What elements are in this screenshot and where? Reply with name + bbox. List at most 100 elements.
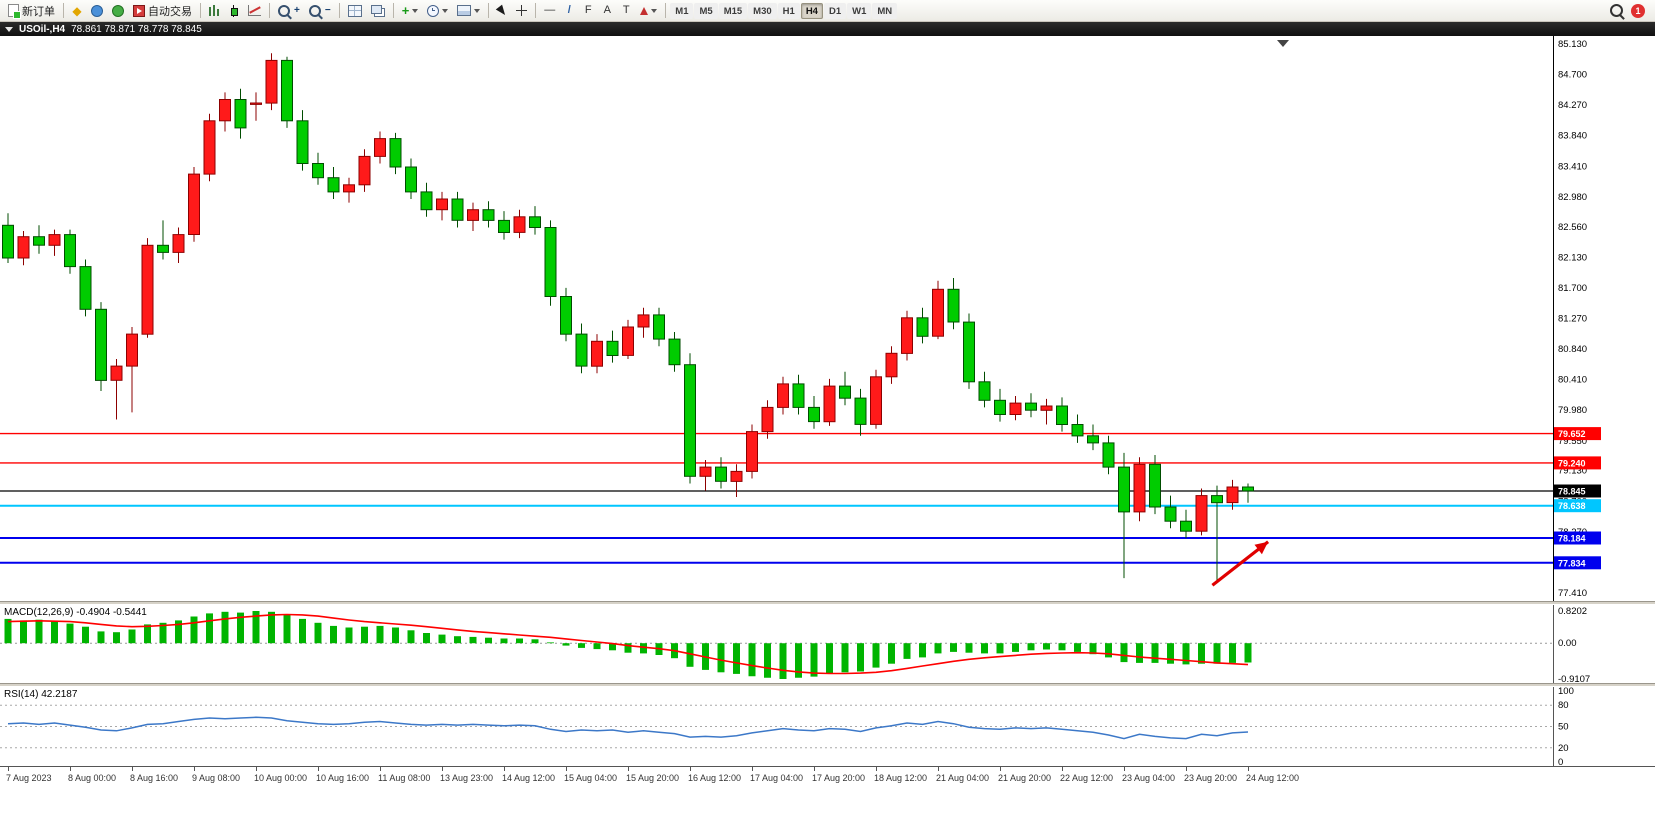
svg-text:78.184: 78.184 — [1558, 534, 1586, 544]
panel-splitter[interactable] — [0, 601, 1655, 605]
time-label: 16 Aug 12:00 — [688, 773, 742, 783]
candlestick-chart[interactable]: 85.130 84.700 84.270 83.840 83.410 82.980 82.5… — [0, 36, 1655, 601]
macd-chart[interactable]: 0.8202 0.00 -0.9107 — [0, 605, 1655, 683]
rsi-panel: RSI(14) 42.2187 100 80 50 20 0 — [0, 687, 1655, 766]
time-label: 22 Aug 12:00 — [1060, 773, 1114, 783]
candlestick-mode-button[interactable] — [225, 2, 243, 20]
time-tick — [194, 767, 195, 771]
time-tick — [938, 767, 939, 771]
zoom-in-sign: + — [294, 5, 300, 16]
chevron-down-icon — [442, 8, 449, 13]
cascade-windows-icon — [370, 4, 382, 14]
zoom-out-button[interactable]: − — [305, 2, 335, 20]
time-label: 7 Aug 2023 — [6, 773, 52, 783]
time-tick — [814, 767, 815, 771]
zoom-in-button[interactable]: + — [274, 2, 304, 20]
time-tick — [1124, 767, 1125, 771]
new-order-button[interactable]: 新订单 — [4, 2, 59, 20]
tile-windows-button[interactable] — [344, 2, 366, 20]
time-label: 17 Aug 20:00 — [812, 773, 866, 783]
tile-windows-icon — [347, 4, 362, 17]
time-tick — [132, 767, 133, 771]
chart-ohlc: 78.861 78.871 78.778 78.845 — [71, 23, 202, 35]
arrows-tool-button[interactable] — [636, 2, 661, 20]
timeframe-button-h1[interactable]: H1 — [777, 2, 800, 19]
trendline-tool-button[interactable]: / — [560, 2, 578, 20]
cursor-icon — [496, 4, 509, 17]
toolbar-separator — [200, 3, 201, 18]
toolbar-separator — [488, 3, 490, 18]
svg-text:79.240: 79.240 — [1558, 458, 1586, 468]
svg-text:82.560: 82.560 — [1558, 222, 1587, 233]
market-button[interactable]: ◆ — [68, 2, 86, 20]
time-label: 21 Aug 20:00 — [998, 773, 1052, 783]
crosshair-button[interactable] — [512, 2, 531, 20]
alerts-button[interactable] — [108, 2, 128, 20]
crosshair-icon — [516, 5, 528, 16]
timeframe-button-m5[interactable]: M5 — [694, 2, 718, 19]
svg-text:-0.9107: -0.9107 — [1558, 674, 1590, 683]
chevron-down-icon — [651, 8, 658, 13]
timeframe-button-mn[interactable]: MN — [872, 2, 898, 19]
svg-text:79.980: 79.980 — [1558, 405, 1587, 416]
panel-splitter[interactable] — [0, 683, 1655, 687]
time-label: 13 Aug 23:00 — [440, 773, 494, 783]
fibonacci-icon: F — [584, 4, 592, 16]
timeframe-button-w1[interactable]: W1 — [847, 2, 872, 19]
svg-text:80.840: 80.840 — [1558, 344, 1587, 355]
svg-text:81.700: 81.700 — [1558, 283, 1587, 294]
indicators-button[interactable]: + — [398, 2, 423, 20]
hline-tool-button[interactable]: — — [540, 2, 559, 20]
toolbar-separator — [535, 3, 537, 18]
time-tick — [504, 767, 505, 771]
periods-button[interactable] — [423, 2, 452, 20]
toolbar-separator — [665, 3, 667, 18]
user-icon — [91, 4, 103, 17]
time-axis[interactable]: 7 Aug 2023 8 Aug 00:00 8 Aug 16:00 9 Aug 08… — [0, 766, 1655, 789]
time-label: 23 Aug 04:00 — [1122, 773, 1176, 783]
timeframe-button-h4[interactable]: H4 — [800, 2, 823, 19]
rsi-chart[interactable]: 100 80 50 20 0 — [0, 687, 1655, 766]
time-tick — [8, 767, 9, 771]
label-tool-button[interactable]: T — [617, 2, 635, 20]
chevron-down-icon — [474, 8, 481, 13]
timeframe-button-d1[interactable]: D1 — [823, 2, 847, 19]
time-tick — [256, 767, 257, 771]
timeframe-button-m15[interactable]: M15 — [718, 2, 748, 19]
svg-text:0.8202: 0.8202 — [1558, 606, 1587, 617]
auto-trading-button[interactable]: 自动交易 — [129, 2, 196, 20]
line-chart-button[interactable] — [244, 2, 265, 20]
chevron-down-icon — [412, 8, 419, 13]
timeframe-button-m30[interactable]: M30 — [748, 2, 777, 19]
arrow-tool-icon — [640, 6, 649, 15]
svg-text:78.845: 78.845 — [1558, 487, 1586, 497]
templates-button[interactable] — [453, 2, 484, 20]
time-tick — [1000, 767, 1001, 771]
svg-text:78.638: 78.638 — [1558, 501, 1586, 511]
timeframe-button-m1[interactable]: M1 — [670, 2, 694, 19]
new-order-icon — [8, 4, 21, 19]
accounts-button[interactable] — [87, 2, 107, 20]
time-tick — [752, 767, 753, 771]
svg-text:77.410: 77.410 — [1558, 588, 1587, 599]
toolbar: 新订单 ◆ 自动交易 + − + — / F A T M1 M5 M — [0, 0, 1655, 22]
toolbar-separator — [338, 3, 340, 18]
cascade-windows-button[interactable] — [367, 2, 389, 20]
bar-chart-button[interactable] — [205, 2, 224, 20]
svg-text:0: 0 — [1558, 757, 1563, 766]
fibonacci-tool-button[interactable]: F — [579, 2, 597, 20]
search-icon[interactable] — [1610, 4, 1623, 17]
time-tick — [628, 767, 629, 771]
chart-menu-icon[interactable] — [5, 26, 13, 32]
time-label: 8 Aug 16:00 — [130, 773, 179, 783]
text-icon: A — [603, 4, 611, 16]
svg-text:77.834: 77.834 — [1558, 558, 1586, 568]
notification-badge[interactable]: 1 — [1631, 3, 1645, 18]
chart-titlebar: USOil-,H4 78.861 78.871 78.778 78.845 — [0, 22, 1655, 36]
auto-trading-icon — [133, 4, 145, 17]
time-tick — [566, 767, 567, 771]
time-label: 15 Aug 20:00 — [626, 773, 680, 783]
cursor-button[interactable] — [493, 2, 511, 20]
text-tool-button[interactable]: A — [598, 2, 616, 20]
new-order-label: 新订单 — [22, 5, 55, 18]
